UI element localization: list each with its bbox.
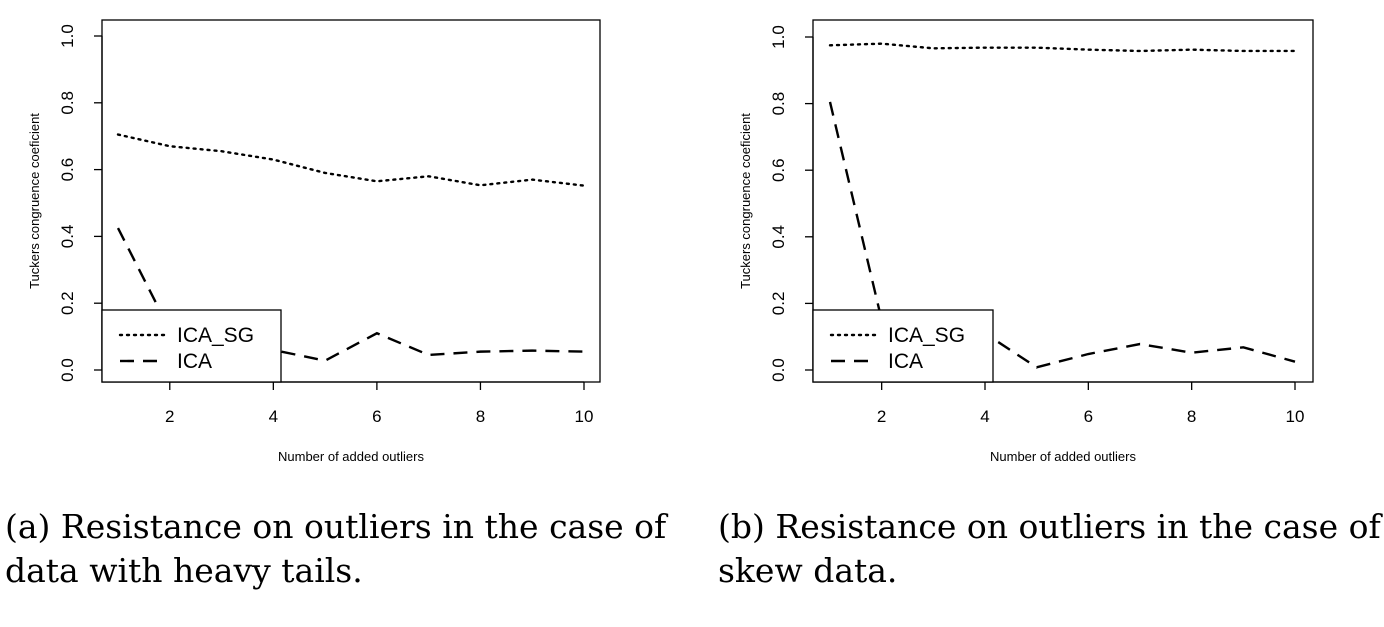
y-tick-label: 0.4 xyxy=(769,225,788,249)
line-chart-b: 2 4 6 8 10 0.0 0.2 0.4 0.6 0.8 1.0 Number of added … xyxy=(738,19,1314,464)
legend: ICA_SG ICA xyxy=(812,309,994,383)
y-tick-label: 1.0 xyxy=(58,24,77,48)
x-tick-label: 2 xyxy=(877,407,886,426)
plot-area: 2 4 6 8 10 0.0 0.2 0.4 0.6 0.8 1.0 Number of added … xyxy=(738,19,1314,464)
y-tick-label: 0.8 xyxy=(769,92,788,116)
legend-box xyxy=(101,309,282,383)
series-line-ica-sg xyxy=(828,42,1297,53)
x-axis-label: Number of added outliers xyxy=(278,449,424,464)
caption-b: (b) Resistance on outliers in the case o… xyxy=(718,507,1381,590)
x-tick-label: 10 xyxy=(1286,407,1305,426)
y-tick-label: 0.4 xyxy=(58,225,77,249)
y-tick-label: 0.0 xyxy=(58,358,77,382)
x-tick-label: 8 xyxy=(476,407,485,426)
line-chart-a: 2 4 6 8 10 0.0 0.2 0.4 0.6 0.8 1.0 Number of added … xyxy=(27,19,601,464)
legend-box xyxy=(812,309,994,383)
x-axis-label: Number of added outliers xyxy=(990,449,1136,464)
series-line-ica xyxy=(828,101,1296,369)
x-tick-label: 6 xyxy=(372,407,381,426)
legend-label: ICA_SG xyxy=(177,324,254,347)
legend: ICA_SG ICA xyxy=(101,309,282,383)
y-axis-label: Tuckers congruence coeficient xyxy=(738,113,753,289)
x-tick-label: 4 xyxy=(980,407,989,426)
series-line-ica-sg xyxy=(116,133,586,187)
y-tick-label: 0.2 xyxy=(58,291,77,315)
chart-panel-b: 2 4 6 8 10 0.0 0.2 0.4 0.6 0.8 1.0 Number of added … xyxy=(692,0,1384,627)
x-tick-label: 10 xyxy=(575,407,594,426)
x-tick-label: 2 xyxy=(165,407,174,426)
legend-label: ICA_SG xyxy=(888,324,965,347)
y-tick-label: 1.0 xyxy=(769,25,788,49)
legend-label: ICA xyxy=(888,350,923,373)
x-tick-label: 4 xyxy=(269,407,278,426)
legend-label: ICA xyxy=(177,350,212,373)
y-tick-label: 0.2 xyxy=(769,292,788,316)
y-tick-label: 0.8 xyxy=(58,91,77,115)
x-tick-label: 8 xyxy=(1187,407,1196,426)
x-tick-label: 6 xyxy=(1084,407,1093,426)
y-tick-label: 0.0 xyxy=(769,358,788,382)
y-tick-label: 0.6 xyxy=(58,158,77,182)
y-tick-label: 0.6 xyxy=(769,158,788,182)
chart-panel-a: 2 4 6 8 10 0.0 0.2 0.4 0.6 0.8 1.0 Number of added … xyxy=(5,19,667,590)
y-axis-label: Tuckers congruence coeficient xyxy=(27,113,42,289)
plot-area: 2 4 6 8 10 0.0 0.2 0.4 0.6 0.8 1.0 Number of added … xyxy=(27,19,601,464)
caption-a: (a) Resistance on outliers in the case o… xyxy=(5,507,667,590)
